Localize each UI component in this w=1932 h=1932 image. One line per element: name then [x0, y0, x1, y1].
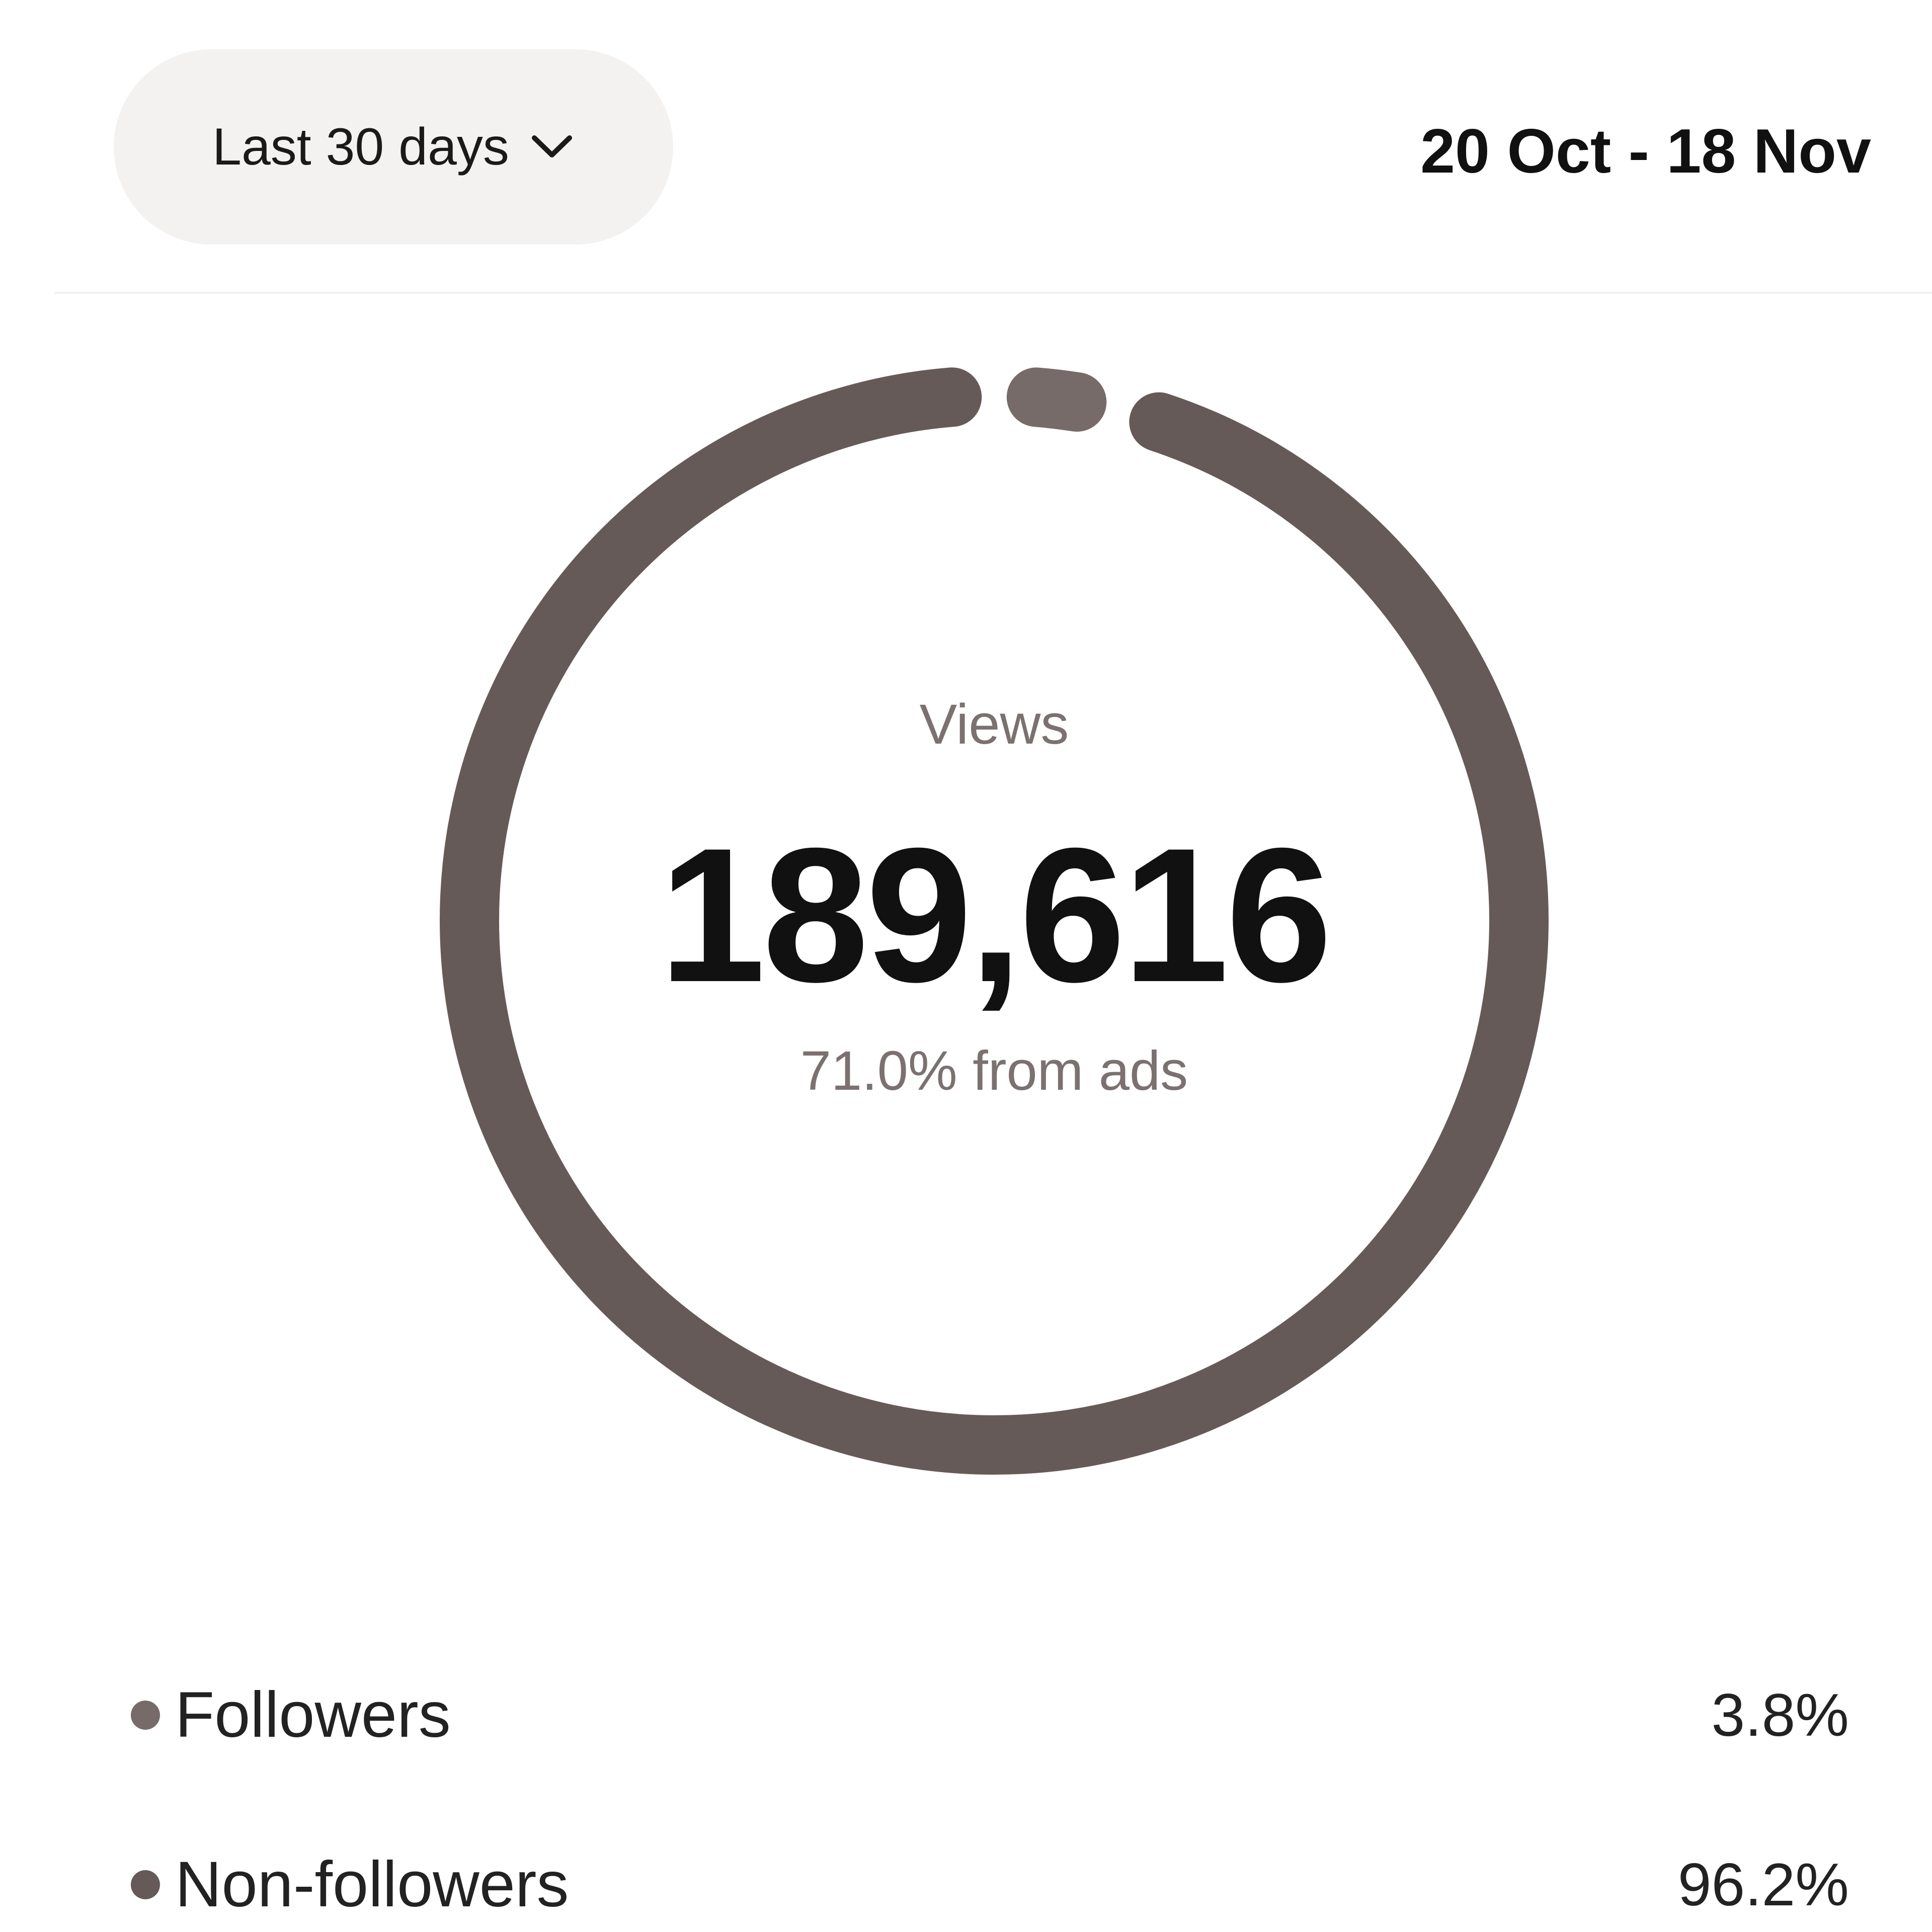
non-followers-dot — [131, 1870, 160, 1899]
legend-value: 96.2% — [1677, 1850, 1849, 1918]
ads-note: 71.0% from ads — [800, 1040, 1188, 1102]
views-total: 189,616 — [659, 808, 1332, 1022]
followers-dot — [131, 1700, 160, 1730]
legend-value: 3.8% — [1711, 1681, 1849, 1749]
date-range-text: 20 Oct - 18 Nov — [1420, 117, 1871, 186]
legend-label: Non-followers — [175, 1848, 569, 1920]
legend-row-followers: Followers 3.8% — [131, 1678, 1849, 1752]
metric-label: Views — [919, 693, 1069, 756]
donut-segment-non-followers — [440, 366, 1549, 1475]
date-range-dropdown[interactable]: Last 30 days — [114, 49, 673, 245]
legend-label: Followers — [175, 1679, 451, 1751]
divider — [54, 292, 1932, 294]
legend-row-non-followers: Non-followers 96.2% — [131, 1847, 1849, 1921]
chevron-down-icon — [531, 135, 572, 157]
date-range-label: Last 30 days — [212, 117, 509, 176]
